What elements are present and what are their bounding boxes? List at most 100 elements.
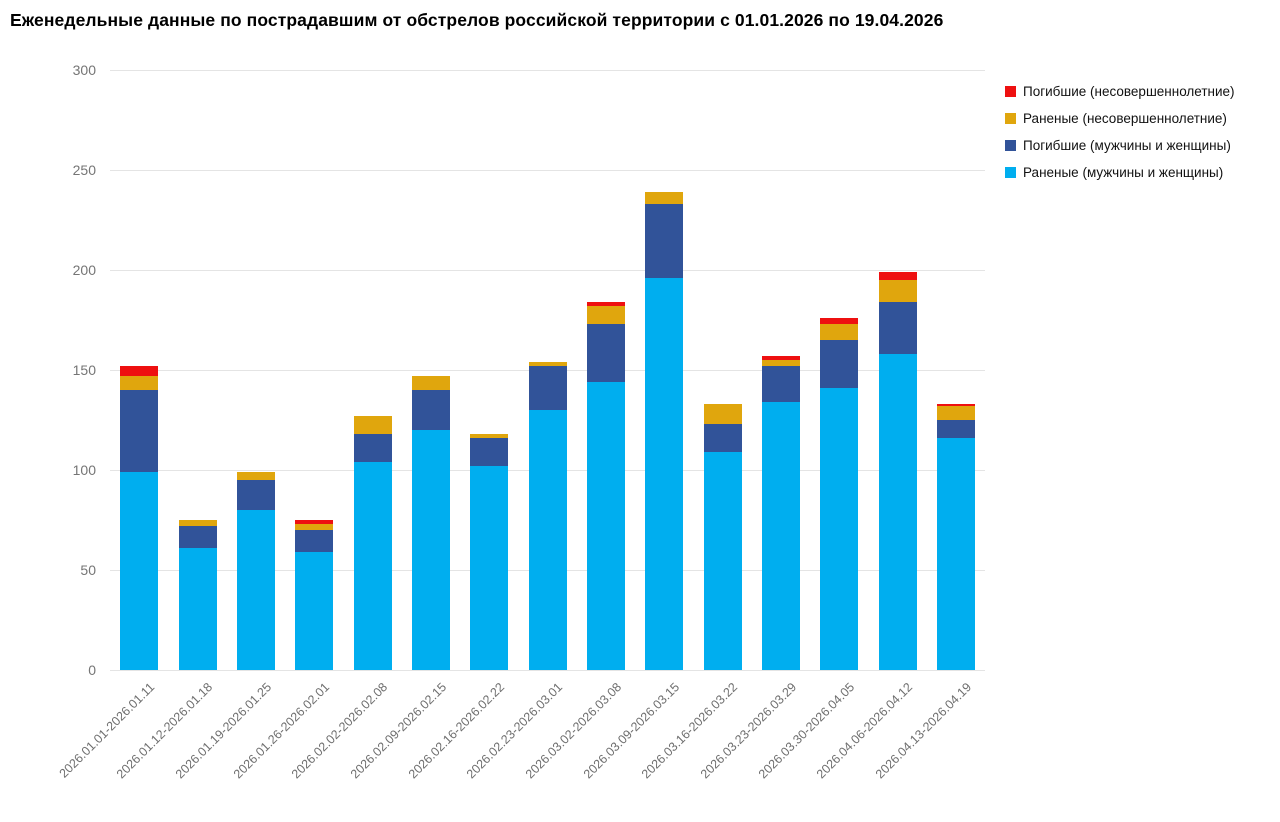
legend-label: Раненые (несовершеннолетние): [1023, 111, 1227, 126]
legend-item-light_blue: Раненые (мужчины и женщины): [1005, 165, 1235, 180]
legend-label: Раненые (мужчины и женщины): [1023, 165, 1224, 180]
bar-2026.02.09-2026.02.15: [411, 376, 450, 670]
bar-segment-dark_blue: [703, 424, 742, 452]
bar-segment-light_blue: [703, 452, 742, 670]
legend: Погибшие (несовершеннолетние) Раненые (не…: [1005, 84, 1235, 192]
bar-segment-light_blue: [295, 552, 334, 670]
bar-segment-dark_blue: [586, 324, 625, 382]
x-axis-tick: 2026.02.09-2026.02.15: [347, 680, 449, 782]
bar-segment-dark_blue: [120, 390, 159, 472]
bar-2026.02.16-2026.02.22: [470, 434, 509, 670]
bar-segment-light_blue: [178, 548, 217, 670]
gridline-y-250: [110, 170, 985, 171]
bar-2026.02.23-2026.03.01: [528, 362, 567, 670]
bar-segment-yellow: [936, 406, 975, 420]
bar-segment-dark_blue: [470, 438, 509, 466]
bar-segment-dark_blue: [645, 204, 684, 278]
y-axis-tick-50: 50: [80, 562, 96, 578]
bar-segment-yellow: [470, 434, 509, 438]
bar-segment-yellow: [295, 524, 334, 530]
bar-segment-light_blue: [586, 382, 625, 670]
bar-segment-yellow: [645, 192, 684, 204]
x-axis-tick: 2026.03.23-2026.03.29: [697, 680, 799, 782]
x-axis-tick: 2026.02.16-2026.02.22: [405, 680, 508, 782]
bar-2026.01.19-2026.01.25: [236, 472, 275, 670]
bar-segment-dark_blue: [528, 366, 567, 410]
y-axis-tick-0: 0: [88, 662, 96, 678]
bar-segment-light_blue: [878, 354, 917, 670]
bar-segment-red: [878, 272, 917, 280]
bar-2026.03.16-2026.03.22: [703, 404, 742, 670]
bar-segment-yellow: [703, 404, 742, 424]
bar-segment-dark_blue: [295, 530, 334, 552]
bar-2026.01.26-2026.02.01: [295, 520, 334, 670]
bar-2026.01.01-2026.01.11: [120, 366, 159, 670]
bar-segment-red: [295, 520, 334, 524]
x-axis-tick: 2026.03.02-2026.03.08: [522, 680, 624, 782]
x-axis-tick: 2026.01.01-2026.01.11: [56, 680, 158, 781]
bar-2026.03.09-2026.03.15: [645, 192, 684, 670]
legend-swatch-icon: [1005, 140, 1016, 151]
x-axis-tick: 2026.01.12-2026.01.18: [114, 680, 216, 782]
x-axis-tick: 2026.02.02-2026.02.08: [289, 680, 391, 782]
bar-2026.04.06-2026.04.12: [878, 272, 917, 670]
bar-segment-dark_blue: [936, 420, 975, 438]
gridline-y-300: [110, 70, 985, 71]
legend-item-yellow: Раненые (несовершеннолетние): [1005, 111, 1235, 126]
bar-segment-yellow: [120, 376, 159, 390]
y-axis-tick-100: 100: [72, 462, 96, 478]
x-axis-tick: 2026.04.13-2026.04.19: [872, 680, 974, 782]
gridline-y-200: [110, 270, 985, 271]
bar-segment-light_blue: [236, 510, 275, 670]
bar-segment-light_blue: [820, 388, 859, 670]
bar-segment-light_blue: [120, 472, 159, 670]
bar-segment-light_blue: [353, 462, 392, 670]
bar-segment-yellow: [353, 416, 392, 434]
bar-segment-light_blue: [528, 410, 567, 670]
bar-segment-yellow: [236, 472, 275, 480]
x-axis-tick: 2026.01.19-2026.01.25: [172, 680, 274, 782]
legend-item-dark_blue: Погибшие (мужчины и женщины): [1005, 138, 1235, 153]
bar-segment-red: [820, 318, 859, 324]
bar-segment-light_blue: [470, 466, 509, 670]
plot-area: 0 50 100 150 200 250 300 2026.01.01-2026.01.11 2…: [56, 62, 985, 781]
bar-segment-yellow: [528, 362, 567, 366]
legend-item-red: Погибшие (несовершеннолетние): [1005, 84, 1235, 99]
x-axis-tick: 2026.02.23-2026.03.01: [464, 680, 566, 782]
bar-segment-red: [936, 404, 975, 406]
chart-title: Еженедельные данные по пострадавшим от о…: [10, 10, 944, 30]
y-axis-tick-250: 250: [72, 162, 96, 178]
bar-segment-dark_blue: [411, 390, 450, 430]
legend-label: Погибшие (несовершеннолетние): [1023, 84, 1235, 99]
bar-segment-yellow: [178, 520, 217, 526]
x-axis-tick: 2026.04.06-2026.04.12: [814, 680, 916, 782]
bar-segment-dark_blue: [878, 302, 917, 354]
y-axis-tick-150: 150: [72, 362, 96, 378]
bar-segment-dark_blue: [820, 340, 859, 388]
bar-segment-dark_blue: [178, 526, 217, 548]
bar-segment-light_blue: [411, 430, 450, 670]
bar-segment-dark_blue: [236, 480, 275, 510]
x-axis-tick: 2026.03.09-2026.03.15: [580, 680, 683, 782]
bar-segment-yellow: [878, 280, 917, 302]
bar-segment-yellow: [761, 360, 800, 366]
bar-2026.03.23-2026.03.29: [761, 356, 800, 670]
bar-segment-light_blue: [761, 402, 800, 670]
bar-segment-yellow: [411, 376, 450, 390]
bar-2026.02.02-2026.02.08: [353, 416, 392, 670]
bar-segment-red: [586, 302, 625, 306]
bar-2026.01.12-2026.01.18: [178, 520, 217, 670]
legend-swatch-icon: [1005, 86, 1016, 97]
y-axis-tick-200: 200: [72, 262, 96, 278]
bar-segment-yellow: [820, 324, 859, 340]
bar-2026.04.13-2026.04.19: [936, 404, 975, 670]
bar-segment-yellow: [586, 306, 625, 324]
x-axis-tick: 2026.03.30-2026.04.05: [755, 680, 858, 782]
bar-segment-dark_blue: [761, 366, 800, 402]
bar-segment-dark_blue: [353, 434, 392, 462]
bar-2026.03.30-2026.04.05: [820, 318, 859, 670]
legend-swatch-icon: [1005, 167, 1016, 178]
y-axis-tick-300: 300: [72, 62, 96, 78]
bar-segment-red: [120, 366, 159, 376]
bar-segment-light_blue: [645, 278, 684, 670]
